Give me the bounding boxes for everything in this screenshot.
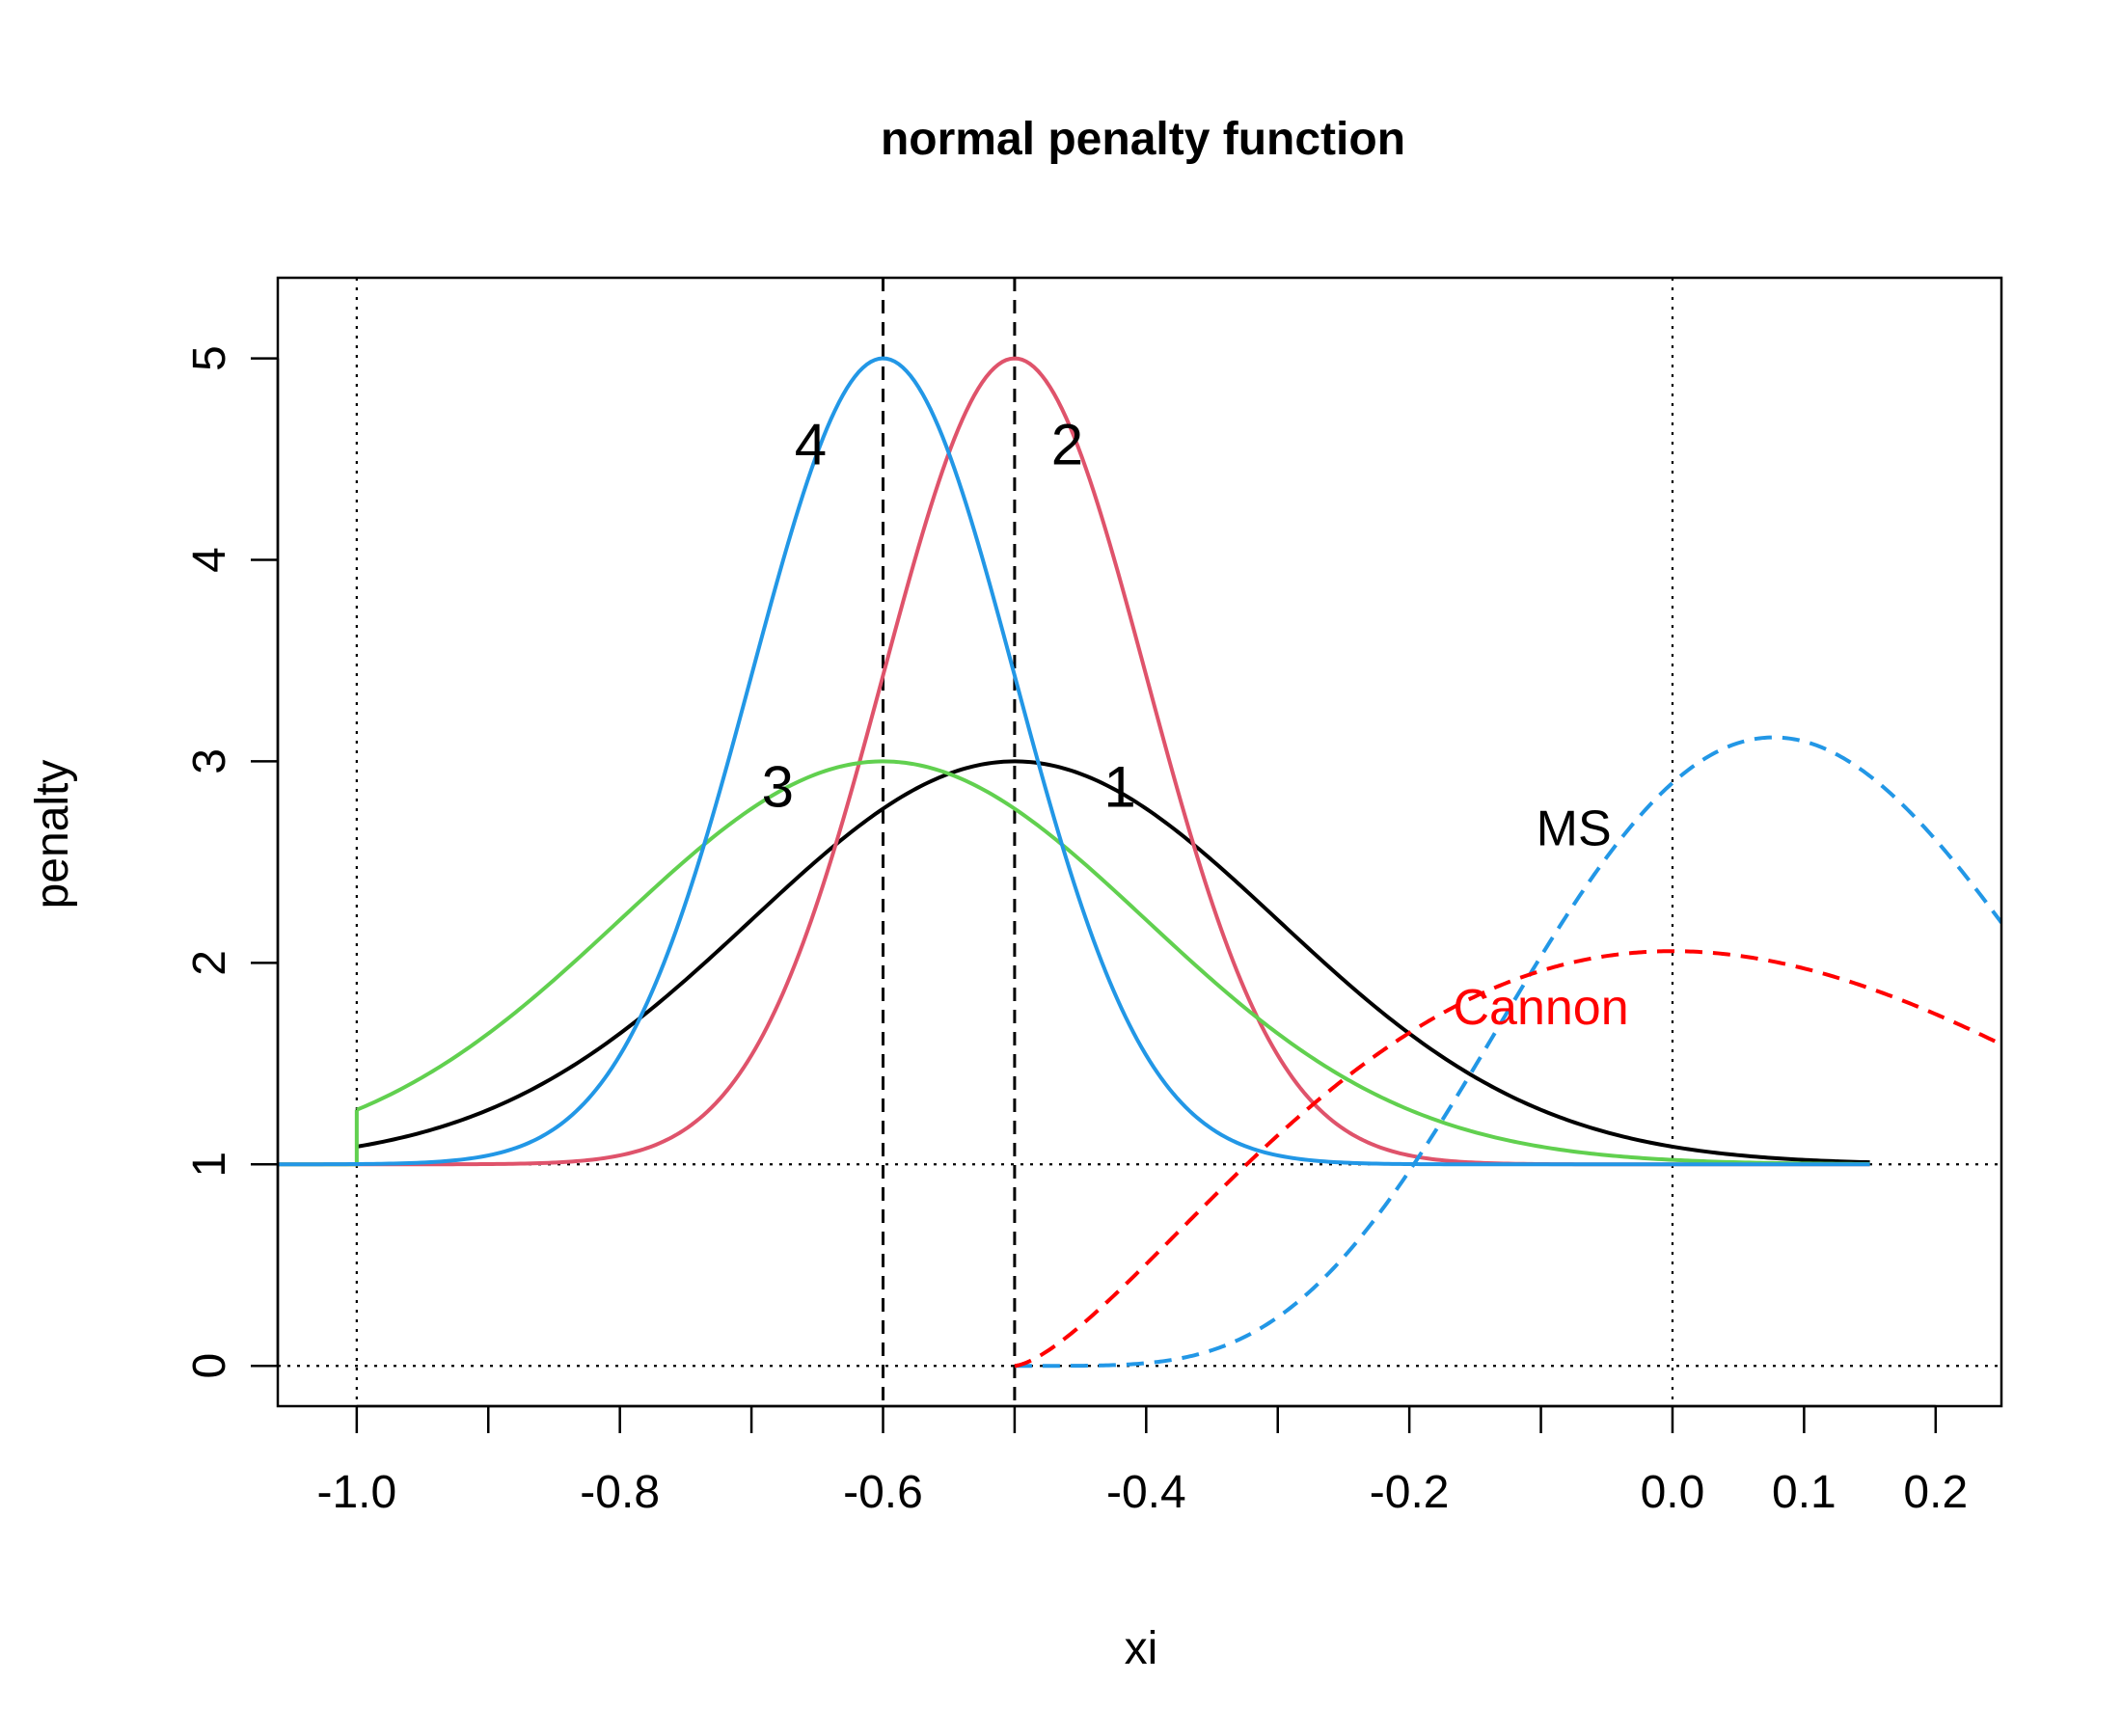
plot-area: 1 2 3 4 MS Cannon [276,276,2003,1408]
y-axis: 0 1 2 3 4 5 [184,345,280,1379]
curve-label-3: 3 [762,755,794,820]
x-axis-label: xi [1125,1623,1158,1674]
plot-frame [276,276,2003,1408]
series-line-1 [356,759,1870,1165]
x-tick-label: -0.8 [580,1467,660,1518]
curve-label-cannon: Cannon [1453,980,1628,1036]
reference-lines [278,278,2001,1406]
x-tick-label: 0.1 [1772,1467,1836,1518]
y-tick-label: 2 [184,950,235,976]
curve-label-4: 4 [795,412,827,476]
annotation-layer: 1 2 3 4 MS Cannon [762,412,1629,1036]
x-tick-label: 0.2 [1903,1467,1968,1518]
curve-label-2: 2 [1051,412,1083,476]
y-axis-label: penalty [27,760,78,909]
x-axis: -1.0 -0.8 -0.6 -0.4 -0.2 0.0 0.1 0.2 [316,1404,1968,1518]
series-line-ms [1014,735,2001,1369]
curve-label-ms: MS [1537,800,1612,856]
x-tick-label: -0.6 [843,1467,923,1518]
chart-title: normal penalty function [881,114,1405,165]
series-line-cannon [1014,949,2001,1369]
y-tick-label: 3 [184,748,235,774]
y-tick-label: 4 [184,547,235,573]
series-line-4 [278,356,1870,1167]
x-tick-label: 0.0 [1641,1467,1705,1518]
series-layer [278,356,2001,1369]
x-tick-label: -0.2 [1370,1467,1450,1518]
series-line-2 [278,356,1870,1167]
x-tick-label: -1.0 [316,1467,396,1518]
series-segment-3 [278,1109,359,1167]
y-tick-label: 0 [184,1353,235,1379]
y-tick-label: 5 [184,345,235,371]
x-tick-label: -0.4 [1106,1467,1186,1518]
curve-label-1: 1 [1103,755,1135,820]
y-tick-label: 1 [184,1152,235,1178]
series-line-3 [356,759,1870,1166]
